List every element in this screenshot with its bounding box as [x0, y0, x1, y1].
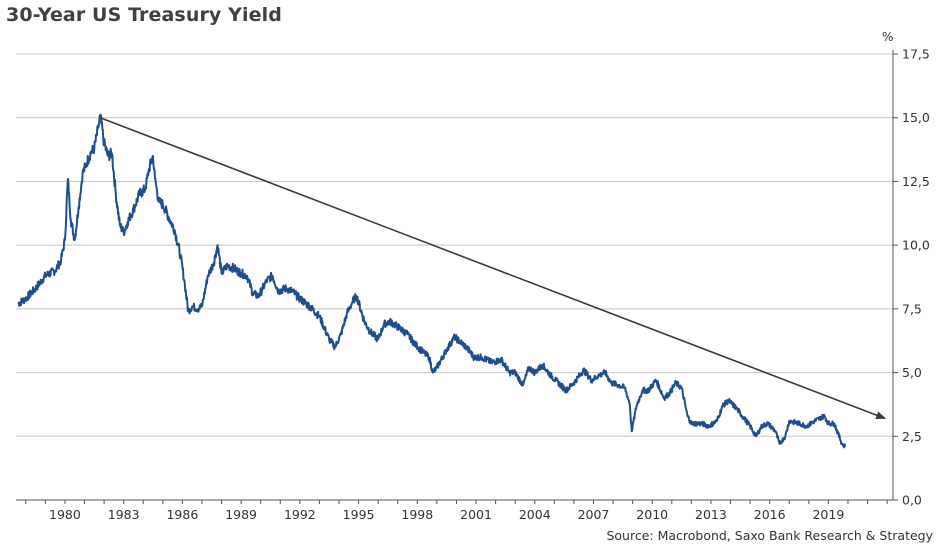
y-tick-label: 15,0 — [902, 110, 930, 125]
yield-series-line — [17, 113, 846, 449]
y-tick-label: 5,0 — [902, 365, 922, 380]
y-tick-label: 10,0 — [902, 238, 930, 253]
x-tick-label: 1992 — [284, 507, 316, 522]
x-tick-label: 2013 — [695, 507, 727, 522]
x-tick-labels: 1980 1983 1986 1989 1992 1995 1998 2001 2004 2007… — [49, 507, 844, 522]
x-tick-label: 2004 — [519, 507, 551, 522]
x-tick-label: 1980 — [49, 507, 81, 522]
axes — [16, 50, 898, 504]
x-tick-label: 1989 — [225, 507, 257, 522]
y-tick-label: 12,5 — [902, 174, 930, 189]
annotations — [99, 116, 887, 420]
y-tick-label: 2,5 — [902, 429, 922, 444]
x-tick-label: 2019 — [812, 507, 844, 522]
x-tick-label: 2010 — [636, 507, 668, 522]
x-tick-label: 1995 — [343, 507, 375, 522]
chart-title: 30-Year US Treasury Yield — [6, 4, 282, 26]
y-tick-label: 17,5 — [902, 47, 930, 62]
x-tick-label: 1998 — [401, 507, 433, 522]
y-tick-label: 7,5 — [902, 301, 922, 316]
y-axis-unit: % — [882, 30, 894, 44]
series-layer — [17, 113, 846, 449]
x-tick-label: 2016 — [754, 507, 786, 522]
x-tick-label: 2007 — [578, 507, 610, 522]
grid-lines — [16, 53, 893, 437]
x-tick-label: 1986 — [166, 507, 198, 522]
y-tick-label: 0,0 — [902, 493, 922, 508]
x-tick-label: 2001 — [460, 507, 492, 522]
y-tick-labels: 0,0 2,5 5,0 7,5 10,0 12,5 15,0 17,5 — [902, 47, 930, 508]
x-tick-label: 1983 — [108, 507, 140, 522]
trend-arrow — [99, 116, 887, 420]
source-note: Source: Macrobond, Saxo Bank Research & … — [606, 528, 933, 543]
